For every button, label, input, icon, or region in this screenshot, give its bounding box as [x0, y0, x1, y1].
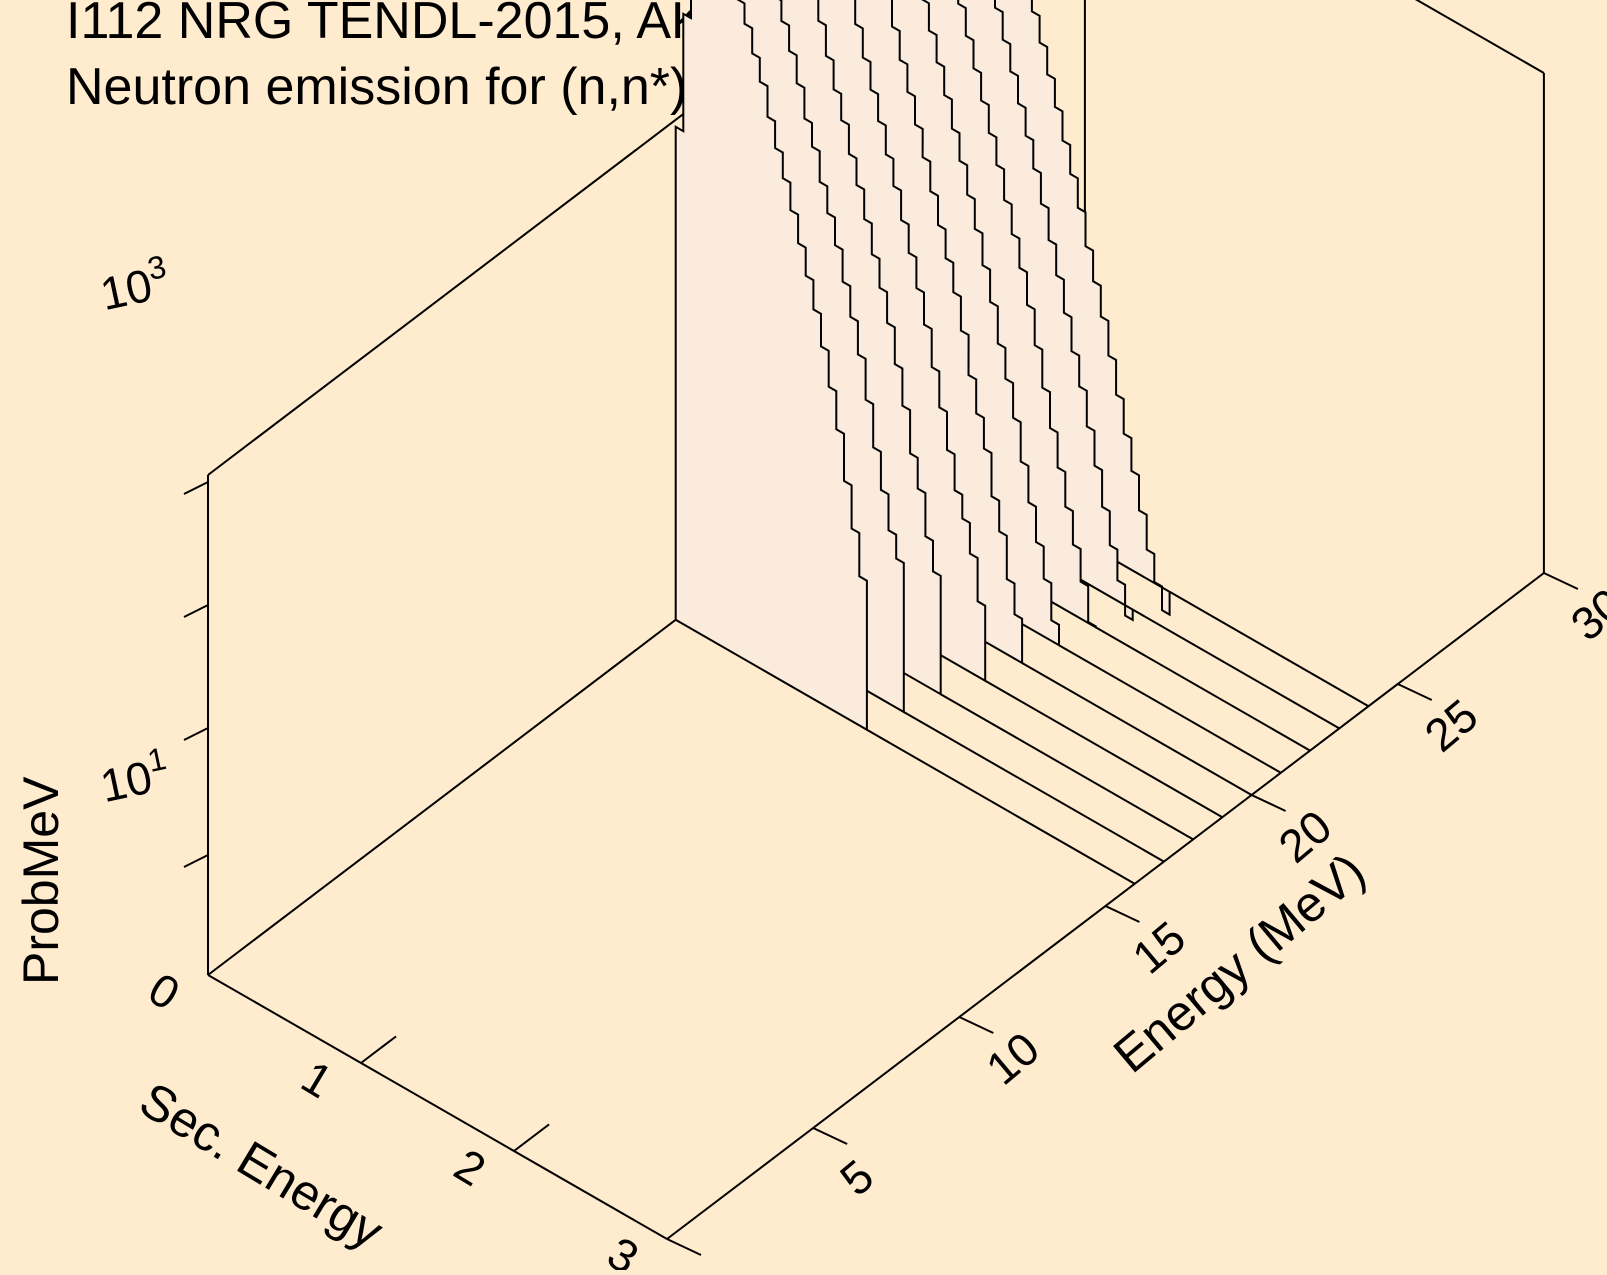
x-tick-mark: [513, 1123, 550, 1152]
series-24-baseline: [1169, 590, 1370, 708]
x-tick-label: 1: [293, 1050, 342, 1108]
y-tick-label: 10: [976, 1022, 1049, 1095]
z-tick-mantissa: 10: [96, 751, 157, 813]
z-tick-mark: [183, 727, 209, 741]
y-tick-label: 30: [1561, 578, 1607, 651]
y-tick-mark: [666, 1238, 702, 1256]
z-axis-label: ProbMeV: [13, 776, 69, 985]
x-tick-label: 3: [599, 1226, 648, 1270]
series-16-baseline: [866, 728, 1136, 885]
y-tick-label: 5: [830, 1149, 883, 1205]
y-tick-mark: [1251, 794, 1287, 812]
series-21-baseline: [1058, 644, 1282, 774]
z-tick-label: 101: [94, 740, 174, 812]
side-top-line: [1414, 0, 1545, 74]
y-tick-mark: [1105, 905, 1140, 923]
series-16-area: [674, 0, 868, 732]
y-tick-label: 25: [1415, 689, 1488, 762]
series-20-baseline: [1021, 662, 1253, 796]
series-18-baseline: [940, 693, 1194, 841]
series-19-baseline: [984, 679, 1223, 819]
plot-area: [674, 0, 1370, 885]
x-tick-label: 0: [140, 962, 189, 1020]
x-axis-label: Sec. Energy: [130, 1071, 392, 1259]
y-tick-mark: [1543, 572, 1579, 590]
y-tick-mark: [1397, 683, 1433, 701]
z-tick-mark: [183, 604, 209, 618]
series-16-mev: [674, 0, 1136, 885]
z-tick-mark: [183, 481, 209, 495]
series-17-baseline: [903, 711, 1165, 863]
z-tick-label: 103: [94, 248, 174, 320]
x-tick-label: 2: [446, 1138, 495, 1196]
z-tick-mantissa: 10: [96, 259, 157, 321]
y-tick-mark: [812, 1127, 848, 1145]
z-tick-mark: [183, 854, 209, 868]
x-tick-mark: [360, 1035, 397, 1064]
series-23-baseline: [1132, 608, 1340, 730]
back-top-line: [207, 0, 836, 476]
series-22-baseline: [1095, 626, 1311, 752]
y-tick-mark: [958, 1016, 994, 1034]
x-axis-line: [207, 974, 668, 1240]
y-tick-label: 0: [684, 1260, 737, 1270]
chart-subtitle: Neutron emission for (n,n*)3a: [66, 58, 745, 116]
